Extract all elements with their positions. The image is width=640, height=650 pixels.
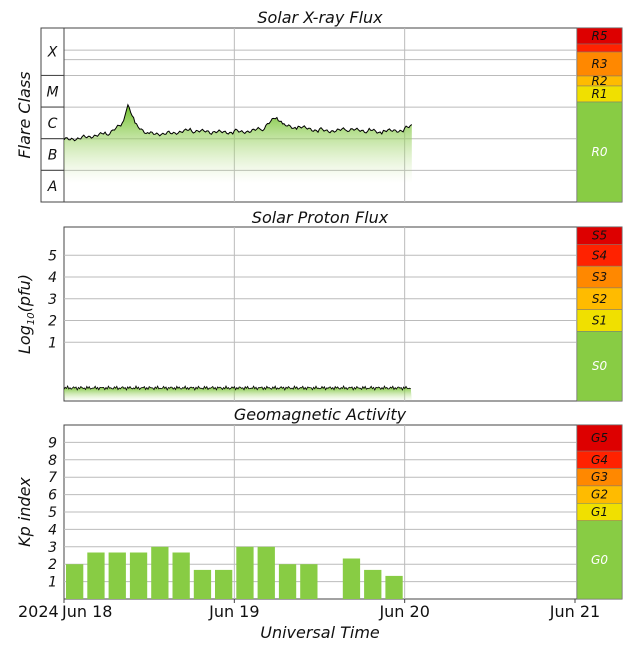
xray-y-axis-label: Flare Class	[15, 71, 34, 158]
flare-class-label-b: B	[48, 148, 58, 164]
proton-y-label-sub: 10	[26, 312, 37, 325]
kp-bar	[300, 564, 318, 599]
kp-bar	[236, 546, 254, 599]
kp-bar	[278, 564, 297, 599]
proton-y-tick-2: 2	[48, 314, 57, 330]
proton-band-label-s5: S5	[592, 229, 607, 243]
proton-band-label-s4: S4	[592, 248, 607, 262]
geomag-y-tick-9: 9	[48, 435, 57, 451]
geomag-y-tick-6: 6	[48, 488, 57, 504]
proton-band-label-s0: S0	[592, 359, 608, 373]
kp-bar	[172, 552, 190, 599]
x-axis-year: 2024	[18, 602, 59, 621]
geomag-y-tick-4: 4	[48, 522, 57, 538]
flare-class-label-x: X	[47, 45, 58, 61]
geomag-band-label-g0: G0	[591, 553, 608, 567]
proton-band-label-s3: S3	[592, 270, 607, 284]
proton-y-tick-5: 5	[48, 248, 57, 264]
kp-bar	[193, 569, 212, 599]
proton-y-axis-label: Log10(pfu)	[15, 274, 37, 354]
geomag-y-tick-1: 1	[48, 575, 57, 591]
xray-band-label-r1: R1	[592, 87, 608, 101]
kp-bar	[385, 575, 403, 599]
proton-flux-line	[63, 385, 411, 391]
x-axis-title: Universal Time	[260, 623, 380, 642]
xray-band-label-r5: R5	[592, 29, 608, 43]
proton-y-tick-1: 1	[48, 335, 57, 351]
kp-bar	[342, 558, 361, 599]
geomag-y-tick-5: 5	[48, 505, 57, 521]
flare-class-label-m: M	[46, 84, 58, 100]
flare-class-label-c: C	[48, 116, 58, 132]
kp-bar	[66, 564, 84, 599]
proton-y-label-base: Log	[15, 325, 34, 354]
proton-panel: 1 2 3 4 5 S5 S4 S3 S2 S1 S0	[48, 226, 623, 402]
kp-bar	[215, 569, 233, 599]
flare-class-cell-a	[40, 169, 65, 203]
xray-band-label-r0: R0	[592, 145, 608, 159]
x-tick-label: Jun 18	[61, 602, 112, 621]
proton-band-s0	[576, 331, 623, 402]
x-tick-label: Jun 19	[208, 602, 259, 621]
geomag-y-tick-7: 7	[48, 470, 57, 486]
xray-band-label-r2: R2	[592, 74, 608, 88]
proton-y-tick-4: 4	[48, 270, 57, 286]
kp-bar	[364, 569, 382, 599]
geomag-panel: 1 23 456 78 9 G5 G4 G3 G2 G1 G0	[48, 424, 623, 600]
geomag-y-tick-2: 2	[48, 557, 57, 573]
geomag-y-tick-8: 8	[48, 453, 57, 469]
x-tick-label: Jun 21	[549, 602, 600, 621]
proton-frame	[63, 226, 623, 402]
geomag-band-label-g1: G1	[591, 505, 608, 519]
kp-bar	[87, 552, 105, 599]
geomag-band-label-g3: G3	[591, 470, 608, 484]
kp-bar	[108, 552, 126, 599]
geomag-panel-title: Geomagnetic Activity	[234, 405, 407, 424]
proton-y-tick-3: 3	[48, 292, 57, 308]
kp-bar	[257, 546, 275, 599]
kp-bar	[151, 546, 169, 599]
xray-band-label-r3: R3	[592, 57, 608, 71]
xray-panel-title: Solar X-ray Flux	[257, 8, 383, 27]
kp-bar	[129, 552, 148, 599]
geomag-band-label-g4: G4	[591, 453, 608, 467]
proton-panel-title: Solar Proton Flux	[252, 208, 389, 227]
geomag-band-label-g2: G2	[591, 488, 608, 502]
xray-flux-line	[63, 103, 413, 142]
geomag-band-g0	[576, 520, 623, 600]
proton-band-label-s1: S1	[592, 314, 607, 328]
proton-y-label-rest: (pfu)	[15, 274, 34, 312]
proton-flux-area	[64, 386, 412, 400]
geomag-band-label-g5: G5	[591, 431, 608, 445]
xray-flux-area	[64, 104, 412, 184]
xray-band-r4	[576, 43, 623, 53]
flare-class-label-a: A	[47, 179, 58, 195]
geomag-y-axis-label: Kp index	[15, 477, 34, 547]
x-axis: 2024 Jun 18 Jun 19 Jun 20 Jun 21	[18, 599, 600, 621]
xray-band-r0	[576, 101, 623, 203]
proton-band-label-s2: S2	[592, 292, 607, 306]
x-tick-label: Jun 20	[378, 602, 429, 621]
geomag-y-tick-3: 3	[48, 540, 57, 556]
